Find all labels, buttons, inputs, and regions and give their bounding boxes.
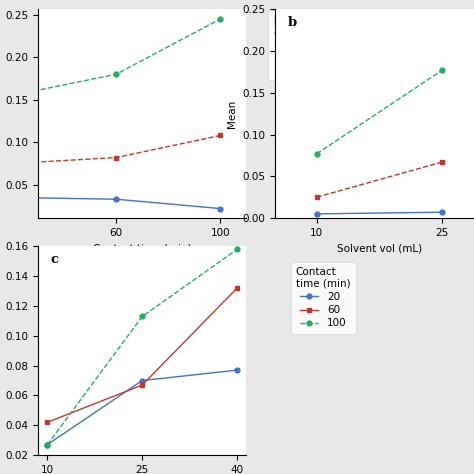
Legend: 2, 5, 8: 2, 5, 8 xyxy=(268,10,326,80)
Text: c: c xyxy=(50,253,58,266)
Text: b: b xyxy=(287,16,297,29)
X-axis label: Solvent vol (mL): Solvent vol (mL) xyxy=(337,243,422,253)
Y-axis label: Mean: Mean xyxy=(227,100,237,128)
X-axis label: Contact time (min): Contact time (min) xyxy=(93,243,191,253)
Legend: 20, 60, 100: 20, 60, 100 xyxy=(291,262,356,334)
